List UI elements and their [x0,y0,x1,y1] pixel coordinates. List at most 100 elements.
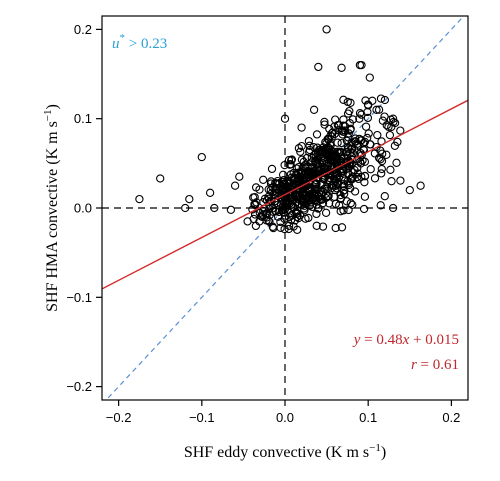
x-tick-label: −0.2 [106,410,132,425]
data-point [280,160,289,170]
data-point [264,204,274,214]
data-point [278,170,288,179]
data-point [364,101,373,110]
y-tick-label: −0.1 [66,290,92,305]
data-point [378,116,388,125]
data-point [280,114,290,123]
data-point [336,194,345,204]
data-point [396,176,405,185]
regression-equation: y = 0.48x + 0.015 [352,332,459,348]
data-point [343,177,352,186]
data-point [359,204,369,214]
data-point [255,185,264,194]
data-point [307,158,316,167]
y-axis-title: SHF HMA convective (K m s−1) [42,104,61,312]
data-point [259,175,268,184]
data-point [360,192,370,201]
data-point [348,200,357,209]
data-point [389,117,398,127]
data-point [373,130,382,140]
data-point [365,73,374,82]
data-point [320,117,329,127]
data-point [284,212,294,222]
data-point [294,144,304,153]
data-point [322,25,331,34]
regression-line [102,99,468,290]
data-point [392,158,401,167]
data-point [250,200,260,210]
data-point [293,225,302,234]
data-point [366,165,375,174]
data-point [382,121,391,130]
data-point [235,172,244,181]
data-point [181,203,190,213]
data-point [281,199,290,208]
data-point [296,147,305,156]
data-point [287,156,296,165]
data-point [321,208,331,217]
data-point [372,142,381,152]
data-point [277,193,286,202]
data-point [197,152,206,162]
data-point [282,198,291,207]
data-point [324,135,333,144]
data-point [292,170,301,179]
data-point [317,189,327,198]
y-tick-label: 0.2 [74,22,92,37]
data-point [344,144,353,153]
data-point [205,188,215,197]
data-point [376,155,385,164]
data-point [226,205,236,214]
data-point [335,147,344,156]
data-point [390,118,400,128]
data-point [368,96,377,105]
data-point [293,209,302,218]
ustar-annotation: u* > 0.23 [112,32,167,52]
data-point [250,210,260,219]
data-point [343,97,352,107]
data-points [135,25,425,234]
data-point [386,165,395,174]
data-point [374,105,384,114]
data-point [284,221,294,230]
data-point [337,63,346,72]
data-point [317,179,326,189]
data-point [350,187,360,196]
data-point [339,186,348,195]
data-point [297,123,306,132]
data-point [312,221,321,230]
data-point [346,199,355,208]
data-point [336,207,345,216]
data-point [333,138,342,147]
data-point [387,177,396,186]
data-point [185,194,194,204]
data-point [314,62,323,72]
correlation-label: r = 0.61 [411,357,459,373]
data-point [396,126,405,135]
data-point [291,208,301,217]
x-tick-label: 0.2 [442,410,460,425]
data-point [376,94,386,103]
data-point [324,145,333,155]
data-point [301,160,310,169]
data-point [279,176,288,185]
data-point [333,147,342,156]
data-point [384,122,393,131]
data-point [345,119,355,128]
data-point [380,192,389,201]
data-point [380,95,390,105]
data-point [327,128,337,138]
data-point [210,203,219,213]
data-point [372,105,381,114]
data-point [304,136,314,146]
data-point [377,156,387,166]
y-tick-label: −0.2 [66,379,92,394]
data-point [305,141,314,150]
data-point [309,170,319,179]
data-point [312,209,321,219]
x-tick-label: 0.0 [276,410,294,425]
data-point [377,164,386,174]
data-point [329,180,338,190]
data-point [315,159,325,169]
